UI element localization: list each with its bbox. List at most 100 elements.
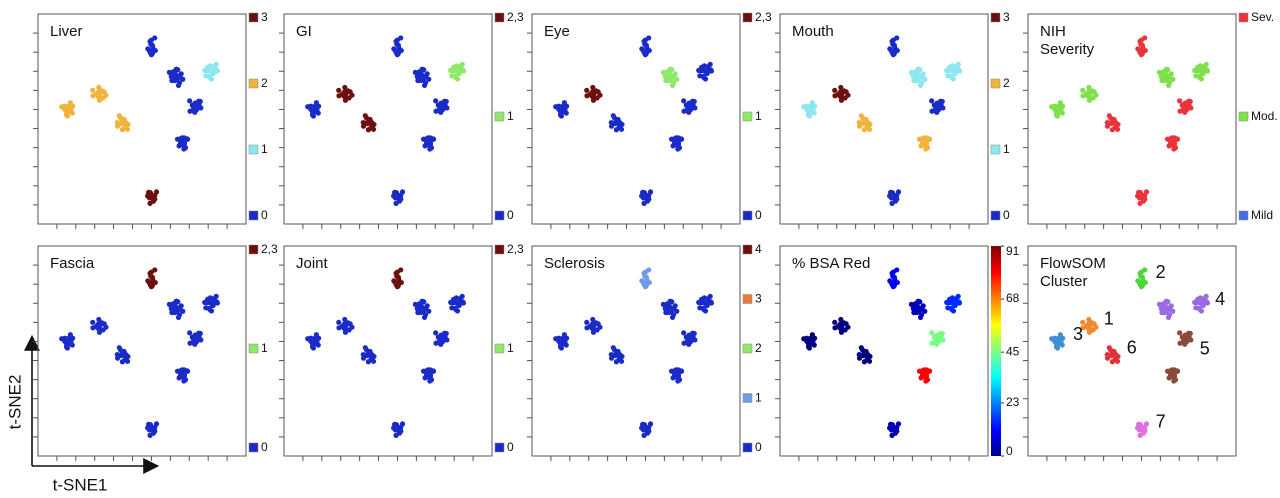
point bbox=[171, 302, 177, 308]
point bbox=[1139, 424, 1145, 431]
point bbox=[452, 305, 458, 311]
point bbox=[948, 305, 954, 311]
point bbox=[149, 281, 155, 287]
point bbox=[910, 74, 916, 80]
panel-frame bbox=[283, 245, 493, 457]
point bbox=[341, 325, 347, 331]
point bbox=[1137, 270, 1143, 276]
colorbar-label: 91 bbox=[1006, 244, 1020, 258]
point bbox=[639, 425, 645, 431]
point bbox=[832, 319, 838, 325]
point bbox=[949, 295, 955, 301]
point bbox=[345, 320, 351, 326]
point bbox=[584, 87, 590, 93]
point bbox=[916, 136, 923, 142]
point bbox=[451, 299, 458, 305]
point bbox=[699, 299, 706, 305]
point bbox=[187, 340, 193, 346]
point bbox=[938, 330, 944, 336]
point bbox=[458, 67, 464, 73]
point bbox=[1202, 299, 1208, 305]
point bbox=[166, 301, 172, 307]
legend-label: 0 bbox=[507, 208, 514, 222]
point bbox=[1085, 325, 1091, 331]
point bbox=[1167, 372, 1174, 378]
point bbox=[1112, 119, 1118, 125]
point bbox=[1080, 319, 1086, 325]
point bbox=[1104, 123, 1111, 129]
point bbox=[305, 104, 311, 110]
point bbox=[923, 146, 929, 152]
point bbox=[690, 98, 696, 104]
panel-frame bbox=[283, 13, 493, 225]
point bbox=[207, 63, 213, 69]
point bbox=[305, 336, 311, 342]
cluster-label: 5 bbox=[1200, 339, 1210, 359]
point bbox=[1114, 126, 1121, 132]
legend-swatch bbox=[248, 144, 259, 155]
point bbox=[1177, 108, 1183, 114]
point bbox=[1108, 347, 1114, 353]
point bbox=[96, 329, 103, 335]
point bbox=[423, 306, 429, 312]
point bbox=[423, 140, 430, 146]
point bbox=[1186, 98, 1192, 104]
point bbox=[147, 38, 153, 44]
point bbox=[433, 330, 439, 336]
point bbox=[433, 340, 439, 346]
point bbox=[589, 325, 595, 331]
cluster-label: 2 bbox=[1156, 262, 1166, 282]
point bbox=[1089, 320, 1095, 326]
panel-title: Joint bbox=[296, 255, 329, 272]
point bbox=[149, 49, 155, 55]
point bbox=[832, 87, 838, 93]
colorbar bbox=[991, 246, 1001, 456]
point bbox=[1108, 115, 1114, 121]
legend-swatch bbox=[742, 442, 753, 453]
point bbox=[891, 49, 897, 55]
point bbox=[1156, 69, 1162, 75]
point bbox=[669, 82, 676, 89]
point bbox=[929, 108, 935, 114]
point bbox=[1196, 305, 1202, 311]
point bbox=[608, 123, 615, 129]
point bbox=[1137, 38, 1143, 44]
point bbox=[414, 74, 420, 80]
legend-swatch bbox=[990, 144, 1001, 155]
point bbox=[894, 267, 900, 273]
point bbox=[313, 340, 319, 347]
point bbox=[856, 123, 863, 129]
point bbox=[342, 329, 349, 335]
legend-swatch bbox=[494, 343, 505, 354]
point bbox=[700, 305, 706, 311]
panel-title: Liver bbox=[50, 23, 83, 40]
legend-swatch bbox=[1238, 12, 1249, 23]
panel-frame bbox=[531, 13, 741, 225]
panel-title: Eye bbox=[544, 23, 570, 40]
point bbox=[1142, 267, 1148, 273]
point bbox=[1182, 109, 1188, 115]
point bbox=[1086, 97, 1093, 103]
point bbox=[671, 306, 677, 312]
point bbox=[1156, 301, 1162, 307]
point bbox=[1162, 76, 1169, 82]
point bbox=[1139, 43, 1146, 49]
point bbox=[417, 70, 423, 76]
point bbox=[421, 67, 427, 73]
legend-label: 0 bbox=[261, 208, 268, 222]
point bbox=[866, 126, 873, 132]
point bbox=[675, 146, 681, 152]
point bbox=[1165, 314, 1172, 321]
point bbox=[205, 299, 212, 305]
point bbox=[662, 74, 668, 80]
point bbox=[1086, 329, 1093, 335]
point bbox=[838, 84, 844, 91]
point bbox=[395, 281, 401, 287]
colorbar-label: 45 bbox=[1006, 344, 1020, 358]
point bbox=[175, 67, 181, 73]
point bbox=[1057, 108, 1063, 115]
point bbox=[90, 319, 96, 325]
point bbox=[420, 136, 427, 142]
point bbox=[864, 119, 870, 125]
point bbox=[889, 38, 895, 44]
